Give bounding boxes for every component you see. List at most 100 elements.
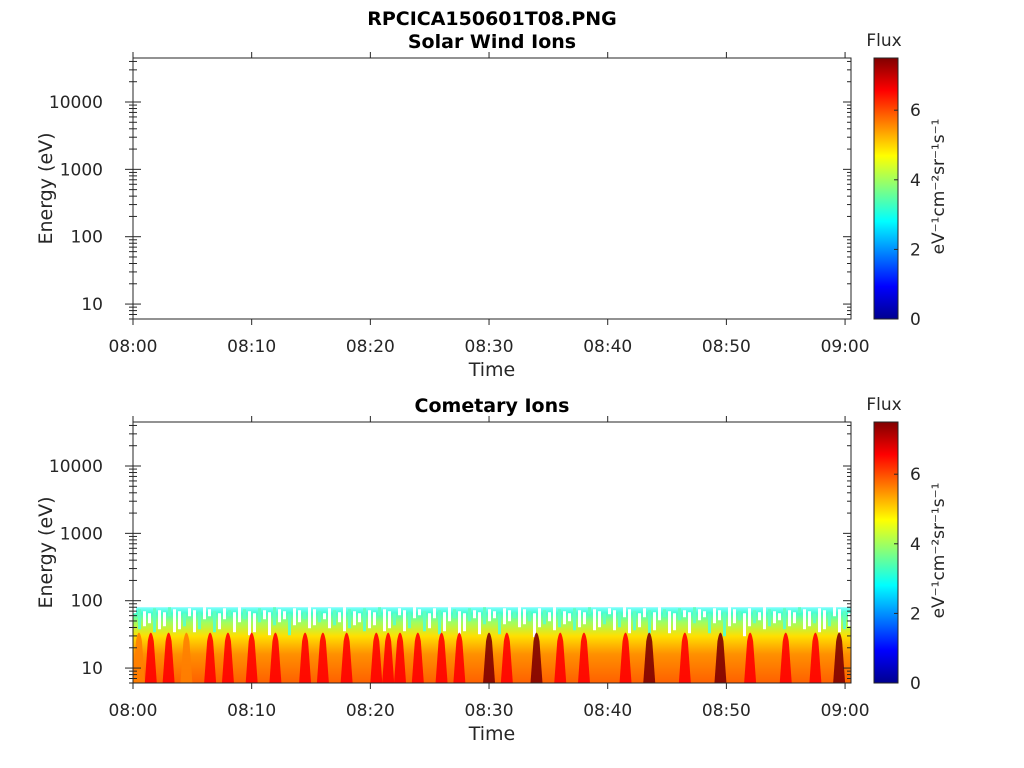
colorbar-tick-label: 2 <box>910 604 921 624</box>
flux-noise <box>718 610 721 621</box>
flux-peak <box>162 632 175 683</box>
flux-noise <box>613 610 616 631</box>
flux-noise <box>328 608 331 629</box>
x-tick-label: 08:00 <box>109 701 158 721</box>
flux-noise <box>413 607 416 619</box>
flux-noise <box>368 610 371 629</box>
flux-noise <box>818 608 821 633</box>
flux-noise <box>313 609 316 626</box>
flux-noise <box>138 609 141 630</box>
flux-peak <box>382 632 395 683</box>
flux-noise <box>838 609 841 633</box>
flux-peak <box>809 632 822 683</box>
x-tick-label: 08:20 <box>346 701 395 721</box>
flux-noise <box>728 607 731 627</box>
flux-noise <box>473 610 476 619</box>
flux-noise <box>523 609 526 625</box>
flux-noise <box>383 609 386 632</box>
flux-noise <box>153 608 156 633</box>
flux-peak <box>500 632 513 683</box>
flux-noise <box>768 609 771 627</box>
flux-peak <box>340 632 353 683</box>
flux-noise <box>648 610 651 634</box>
y-tick-label: 10000 <box>49 93 103 113</box>
colorbar: Flux 0 2 4 6 eV⁻¹cm⁻²sr⁻¹s⁻¹ <box>866 395 949 694</box>
colorbar-gradient <box>873 57 899 320</box>
y-ticks <box>125 60 851 320</box>
flux-noise <box>723 612 726 637</box>
flux-noise <box>763 607 766 630</box>
y-ticks <box>125 424 851 684</box>
flux-peak <box>453 632 466 683</box>
flux-noise <box>428 613 431 629</box>
y-tick-label: 1000 <box>60 524 103 544</box>
flux-noise <box>548 612 551 622</box>
flux-noise <box>433 608 436 619</box>
flux-noise <box>458 611 461 635</box>
flux-noise <box>178 611 181 630</box>
y-tick-label: 1000 <box>60 160 103 180</box>
flux-noise <box>183 613 186 627</box>
flux-noise <box>833 607 836 617</box>
flux-noise <box>773 611 776 624</box>
y-axis-title: Energy (eV) <box>35 132 57 244</box>
flux-noise <box>708 613 711 634</box>
flux-noise <box>783 608 786 630</box>
flux-noise <box>628 609 631 634</box>
flux-peak <box>269 632 282 683</box>
flux-noise <box>278 609 281 623</box>
flux-noise <box>158 610 161 630</box>
flux-noise <box>658 607 661 621</box>
flux-noise <box>193 610 196 633</box>
flux-noise <box>353 611 356 626</box>
flux-noise <box>408 612 411 629</box>
flux-noise <box>748 608 751 627</box>
flux-noise <box>568 613 571 622</box>
flux-noise <box>248 611 251 636</box>
flux-noise <box>703 611 706 618</box>
flux-noise <box>733 609 736 624</box>
flux-noise <box>533 613 536 638</box>
flux-noise <box>463 613 466 632</box>
flux-noise <box>688 612 691 634</box>
spectrogram-data <box>132 607 851 683</box>
flux-noise <box>538 608 541 628</box>
flux-noise <box>798 607 801 614</box>
flux-noise <box>528 611 531 622</box>
x-tick-label: 09:00 <box>821 337 870 357</box>
flux-noise <box>348 609 351 629</box>
flux-noise <box>603 613 606 625</box>
colorbar-units: eV⁻¹cm⁻²sr⁻¹s⁻¹ <box>929 119 949 255</box>
y-tick-label: 100 <box>71 228 103 248</box>
flux-peak <box>483 632 496 683</box>
flux-noise <box>618 612 621 628</box>
colorbar-gradient <box>873 421 899 684</box>
flux-noise <box>448 607 451 622</box>
flux-noise <box>443 612 446 632</box>
flux-peak <box>144 632 157 683</box>
colorbar-title: Flux <box>866 395 901 415</box>
flux-noise <box>283 611 286 620</box>
flux-peak <box>204 632 217 683</box>
flux-noise <box>258 608 261 623</box>
flux-noise <box>698 609 701 621</box>
flux-noise <box>558 609 561 628</box>
flux-noise <box>793 612 796 624</box>
flux-noise <box>228 610 231 617</box>
flux-peak <box>714 632 727 683</box>
flux-noise <box>218 613 221 630</box>
x-tick-label: 08:10 <box>227 337 276 357</box>
flux-noise <box>673 613 676 631</box>
y-axis-title: Energy (eV) <box>35 496 57 608</box>
flux-peak <box>245 632 258 683</box>
x-tick-label: 08:10 <box>227 701 276 721</box>
x-tick-label: 08:50 <box>702 701 751 721</box>
flux-noise <box>738 611 741 621</box>
flux-peak <box>577 632 590 683</box>
flux-noise <box>653 612 656 631</box>
flux-noise <box>388 611 391 629</box>
flux-noise <box>823 610 826 630</box>
flux-noise <box>848 613 851 627</box>
plot-frame <box>132 57 852 320</box>
flux-noise <box>188 608 191 617</box>
